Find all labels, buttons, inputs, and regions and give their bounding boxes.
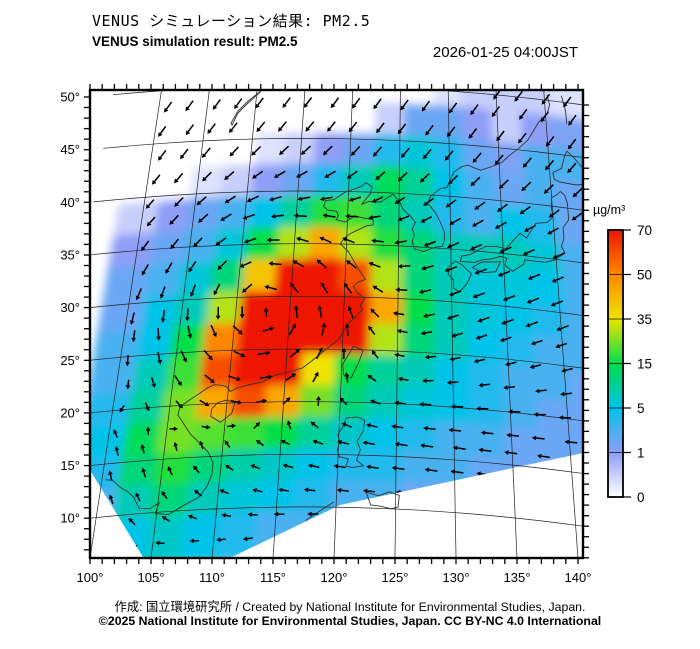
svg-text:115°: 115°: [260, 570, 286, 585]
axis-ticks: [84, 84, 589, 564]
credit-line: 作成: 国立環境研究所 / Created by National Instit…: [114, 600, 586, 614]
svg-text:125°: 125°: [382, 570, 409, 585]
svg-text:130°: 130°: [443, 570, 470, 585]
svg-text:50: 50: [637, 267, 652, 282]
lon-axis-labels: 100° 105° 110° 115° 120° 125° 130° 135° 140°: [77, 570, 592, 585]
svg-text:35°: 35°: [60, 248, 80, 263]
svg-text:10°: 10°: [60, 511, 80, 526]
svg-text:15°: 15°: [60, 458, 80, 473]
svg-text:135°: 135°: [504, 570, 531, 585]
license-line: ©2025 National Institute for Environment…: [98, 614, 602, 628]
svg-text:110°: 110°: [199, 570, 225, 585]
svg-text:140°: 140°: [565, 570, 592, 585]
svg-text:50°: 50°: [60, 90, 80, 105]
timestamp: 2026-01-25 04:00JST: [432, 44, 578, 61]
svg-text:120°: 120°: [321, 570, 348, 585]
svg-text:35: 35: [637, 312, 652, 327]
lat-axis-labels: 50° 45° 40° 35° 30° 25° 20° 15° 10°: [60, 90, 80, 526]
svg-text:40°: 40°: [60, 195, 80, 210]
svg-text:1: 1: [637, 445, 645, 460]
svg-text:0: 0: [637, 490, 645, 505]
svg-text:15: 15: [637, 356, 652, 371]
page-title-en: VENUS simulation result: PM2.5: [92, 34, 298, 49]
svg-text:105°: 105°: [138, 570, 165, 585]
colorbar-unit-label: µg/m³: [593, 203, 626, 217]
svg-text:25°: 25°: [60, 353, 80, 368]
svg-text:20°: 20°: [60, 405, 80, 420]
svg-text:45°: 45°: [60, 142, 80, 157]
colorbar: 70 50 35 15 5 1 0: [607, 223, 652, 505]
svg-text:5: 5: [637, 401, 645, 416]
map-frame: [88, 88, 585, 560]
svg-text:70: 70: [637, 223, 652, 238]
svg-text:30°: 30°: [60, 300, 80, 315]
svg-text:100°: 100°: [77, 570, 104, 585]
page-title-ja: VENUS シミュレーション結果: PM2.5: [92, 12, 371, 30]
pm25-heatmap-layer: [90, 90, 583, 557]
